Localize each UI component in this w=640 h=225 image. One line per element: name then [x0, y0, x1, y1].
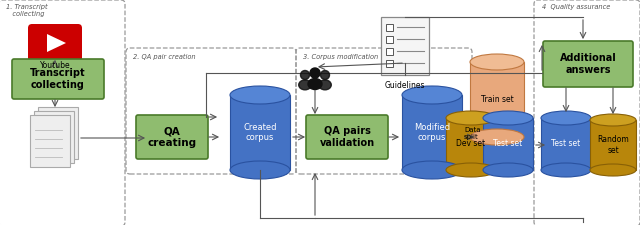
- Polygon shape: [446, 118, 496, 170]
- Text: Train set: Train set: [481, 95, 513, 104]
- Text: QA pairs
validation: QA pairs validation: [319, 126, 374, 148]
- Text: Youtube: Youtube: [40, 61, 70, 70]
- FancyBboxPatch shape: [12, 59, 104, 99]
- Ellipse shape: [308, 79, 322, 90]
- Text: 3. Corpus modification: 3. Corpus modification: [303, 54, 378, 60]
- Ellipse shape: [319, 80, 332, 90]
- Text: Data
split: Data split: [464, 128, 481, 140]
- Ellipse shape: [541, 111, 591, 125]
- FancyBboxPatch shape: [34, 111, 74, 163]
- Text: Additional
answers: Additional answers: [559, 53, 616, 75]
- FancyBboxPatch shape: [386, 24, 393, 31]
- Text: 2. QA pair creation: 2. QA pair creation: [133, 54, 196, 60]
- Text: Test set: Test set: [493, 140, 523, 148]
- FancyBboxPatch shape: [386, 60, 393, 67]
- Polygon shape: [470, 62, 524, 137]
- Polygon shape: [47, 34, 66, 52]
- Ellipse shape: [230, 86, 290, 104]
- FancyBboxPatch shape: [38, 107, 78, 159]
- Ellipse shape: [590, 114, 636, 126]
- Polygon shape: [541, 118, 591, 170]
- Ellipse shape: [230, 161, 290, 179]
- Polygon shape: [483, 118, 533, 170]
- FancyBboxPatch shape: [386, 48, 393, 55]
- Text: Modified
corpus: Modified corpus: [414, 123, 450, 142]
- Text: 1. Transcript
   collecting: 1. Transcript collecting: [6, 4, 47, 17]
- FancyBboxPatch shape: [306, 115, 388, 159]
- FancyBboxPatch shape: [30, 115, 70, 167]
- Circle shape: [301, 70, 310, 79]
- Text: Dev set: Dev set: [456, 140, 486, 148]
- FancyBboxPatch shape: [381, 17, 429, 75]
- Circle shape: [310, 68, 320, 78]
- Text: Transcript
collecting: Transcript collecting: [30, 68, 86, 90]
- Ellipse shape: [470, 54, 524, 70]
- Text: 4  Quality assurance: 4 Quality assurance: [542, 4, 611, 10]
- FancyBboxPatch shape: [386, 36, 393, 43]
- Ellipse shape: [483, 163, 533, 177]
- Text: QA
creating: QA creating: [147, 126, 196, 148]
- Polygon shape: [402, 95, 462, 170]
- Polygon shape: [590, 120, 636, 170]
- Text: Guidelines: Guidelines: [385, 81, 425, 90]
- Text: Random
set: Random set: [597, 135, 629, 155]
- Ellipse shape: [470, 129, 524, 145]
- FancyBboxPatch shape: [136, 115, 208, 159]
- Ellipse shape: [541, 163, 591, 177]
- Ellipse shape: [590, 164, 636, 176]
- Ellipse shape: [446, 111, 496, 125]
- FancyBboxPatch shape: [28, 24, 82, 62]
- Ellipse shape: [299, 80, 311, 90]
- Ellipse shape: [446, 163, 496, 177]
- Text: Test set: Test set: [552, 140, 580, 148]
- Text: Created
corpus: Created corpus: [243, 123, 276, 142]
- Ellipse shape: [402, 86, 462, 104]
- Ellipse shape: [483, 111, 533, 125]
- FancyBboxPatch shape: [543, 41, 633, 87]
- Ellipse shape: [402, 161, 462, 179]
- Circle shape: [321, 70, 330, 79]
- Polygon shape: [230, 95, 290, 170]
